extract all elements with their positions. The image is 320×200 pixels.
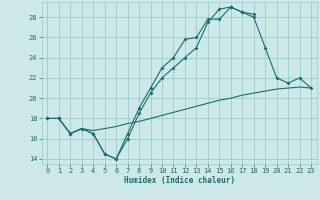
X-axis label: Humidex (Indice chaleur): Humidex (Indice chaleur): [124, 176, 235, 185]
